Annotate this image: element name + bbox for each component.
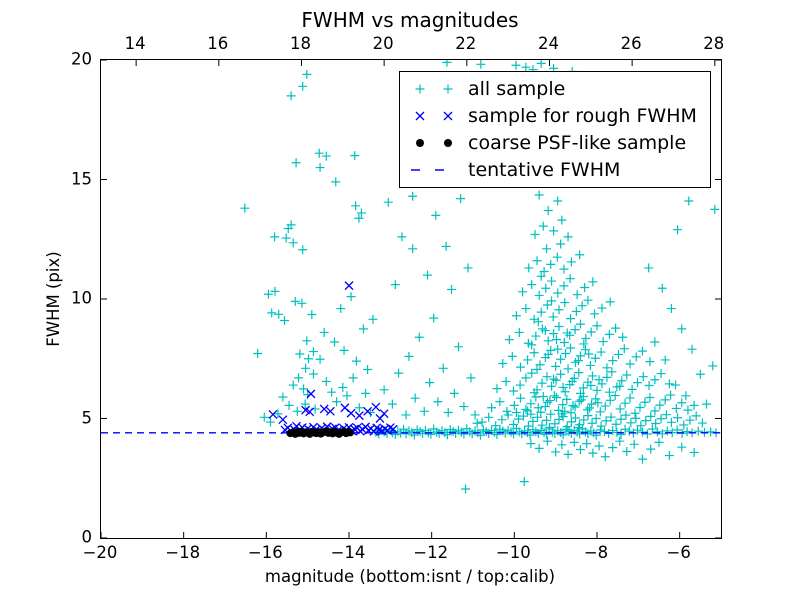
x-top-tick-label: 22 — [455, 34, 477, 53]
plus-marker-icon — [415, 84, 453, 93]
cross-marker-icon — [415, 111, 453, 120]
legend-label: coarse PSF-like sample — [468, 131, 687, 154]
y-axis-tick-labels: 0 5 10 15 20 — [50, 0, 92, 600]
legend-label: all sample — [468, 77, 566, 100]
legend-label: sample for rough FWHM — [468, 104, 697, 127]
x-tick-label: −16 — [247, 543, 283, 562]
x-top-tick-label: 14 — [124, 34, 146, 53]
x-top-tick-label: 20 — [372, 34, 394, 53]
scatter-canvas — [101, 60, 721, 538]
legend-item-tentative-fwhm: tentative FWHM — [400, 156, 710, 183]
legend-label: tentative FWHM — [468, 158, 621, 181]
y-tick-label: 20 — [71, 49, 92, 69]
x-tick-label: −18 — [165, 543, 201, 562]
x-axis-top-tick-labels: 14 16 18 20 22 24 26 28 — [0, 34, 800, 54]
y-tick-label: 5 — [81, 408, 93, 427]
dot-marker-icon — [416, 138, 452, 147]
chart-title: FWHM vs magnitudes — [301, 8, 519, 32]
x-tick-label: −10 — [495, 543, 531, 562]
y-tick-label: 0 — [81, 527, 93, 547]
x-top-tick-label: 24 — [537, 34, 559, 53]
x-axis-label: magnitude (bottom:isnt / top:calib) — [264, 567, 556, 586]
dashed-line-icon — [411, 168, 449, 171]
legend-item-psf-sample: coarse PSF-like sample — [400, 129, 710, 156]
x-axis-bottom-tick-labels: −20 −18 −16 −14 −12 −10 −8 −6 — [0, 543, 800, 563]
x-tick-label: −14 — [330, 543, 366, 562]
x-tick-label: −12 — [413, 543, 449, 562]
x-top-tick-label: 26 — [620, 34, 642, 53]
x-tick-label: −8 — [583, 543, 609, 562]
x-top-tick-label: 16 — [207, 34, 229, 53]
y-axis-label: FWHM (pix) — [44, 251, 63, 347]
y-tick-label: 15 — [71, 169, 92, 188]
legend: all sample sample for rough FWHM coarse … — [399, 71, 711, 188]
legend-item-rough-fwhm: sample for rough FWHM — [400, 102, 710, 129]
legend-item-all-sample: all sample — [400, 75, 710, 102]
x-top-tick-label: 28 — [703, 34, 725, 53]
x-tick-label: −20 — [82, 543, 118, 562]
y-tick-label: 10 — [71, 288, 92, 308]
x-tick-label: −6 — [666, 543, 691, 562]
x-top-tick-label: 18 — [289, 34, 311, 53]
